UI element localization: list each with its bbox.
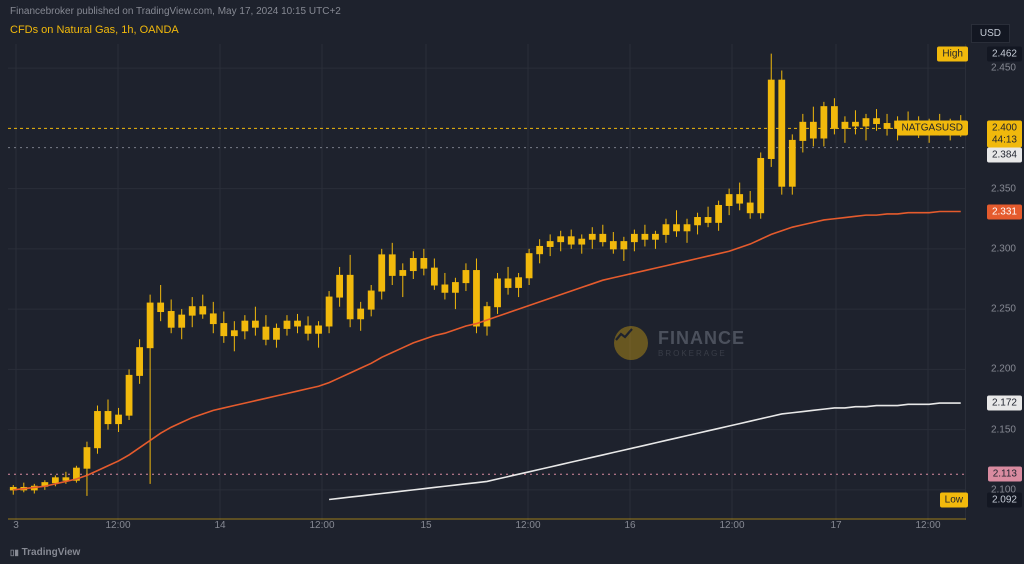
price-tick: 2.300	[991, 243, 1016, 254]
watermark-icon	[614, 326, 648, 360]
time-tick: 12:00	[309, 520, 334, 531]
price-label: NATGASUSD	[897, 121, 969, 136]
chart-pane[interactable]: FINANCE BROKERAGE	[8, 44, 966, 520]
price-label: Low	[940, 492, 968, 507]
price-label: 2.172	[987, 396, 1022, 411]
candlestick-chart	[8, 44, 966, 520]
symbol-title: CFDs on Natural Gas, 1h, OANDA	[10, 24, 179, 36]
price-tick: 2.250	[991, 304, 1016, 315]
price-scale[interactable]: 2.1002.1502.2002.2502.3002.3502.450High2…	[966, 44, 1024, 520]
price-tick: 2.200	[991, 364, 1016, 375]
time-tick: 16	[624, 520, 635, 531]
watermark-text: FINANCE	[658, 328, 745, 349]
price-label: 2.384	[987, 147, 1022, 162]
price-label: 2.331	[987, 204, 1022, 219]
price-tick: 2.450	[991, 63, 1016, 74]
price-label: 44:13	[987, 133, 1022, 148]
publish-info: Financebroker published on TradingView.c…	[10, 6, 341, 17]
time-tick: 3	[13, 520, 19, 531]
time-tick: 12:00	[915, 520, 940, 531]
time-tick: 12:00	[515, 520, 540, 531]
price-tick: 2.150	[991, 424, 1016, 435]
time-tick: 17	[830, 520, 841, 531]
time-tick: 15	[420, 520, 431, 531]
time-tick: 12:00	[719, 520, 744, 531]
time-tick: 14	[214, 520, 225, 531]
price-label: High	[937, 46, 968, 61]
price-label: 2.092	[987, 492, 1022, 507]
price-tick: 2.350	[991, 183, 1016, 194]
currency-label[interactable]: USD	[971, 24, 1010, 43]
tradingview-logo: ▯▮ TradingView	[10, 547, 80, 558]
time-axis[interactable]: 3 12:00 14 12:00 15 12:00 16 12:00 17 12:00	[8, 520, 966, 538]
time-tick: 12:00	[105, 520, 130, 531]
watermark: FINANCE BROKERAGE	[614, 326, 745, 360]
price-label: 2.462	[987, 46, 1022, 61]
price-label: 2.113	[988, 467, 1022, 482]
watermark-sub: BROKERAGE	[658, 349, 745, 358]
